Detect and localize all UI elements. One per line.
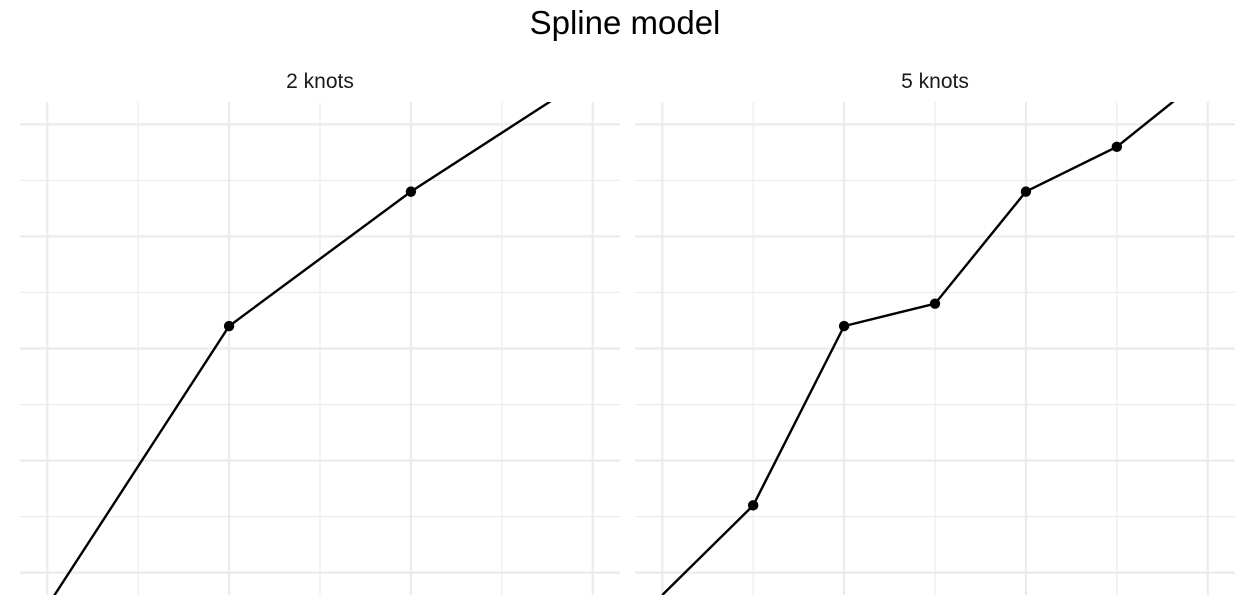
- panel-2-knots: 2 knots: [20, 70, 620, 595]
- knot-point: [1020, 186, 1032, 197]
- knot-point: [747, 500, 759, 511]
- knot-point: [838, 320, 850, 332]
- knot-point: [1111, 141, 1123, 153]
- panel-title: 2 knots: [286, 70, 354, 93]
- grid: [635, 102, 1235, 595]
- knot-point: [929, 298, 941, 309]
- series: [661, 102, 1175, 595]
- knot-point: [223, 320, 235, 332]
- panel-5-knots: 5 knots: [635, 70, 1235, 595]
- series: [53, 102, 552, 595]
- grid: [20, 102, 620, 595]
- panel-title: 5 knots: [901, 70, 969, 93]
- chart-title: Spline model: [529, 4, 721, 41]
- knot-point: [405, 186, 417, 197]
- spline-line: [53, 102, 552, 595]
